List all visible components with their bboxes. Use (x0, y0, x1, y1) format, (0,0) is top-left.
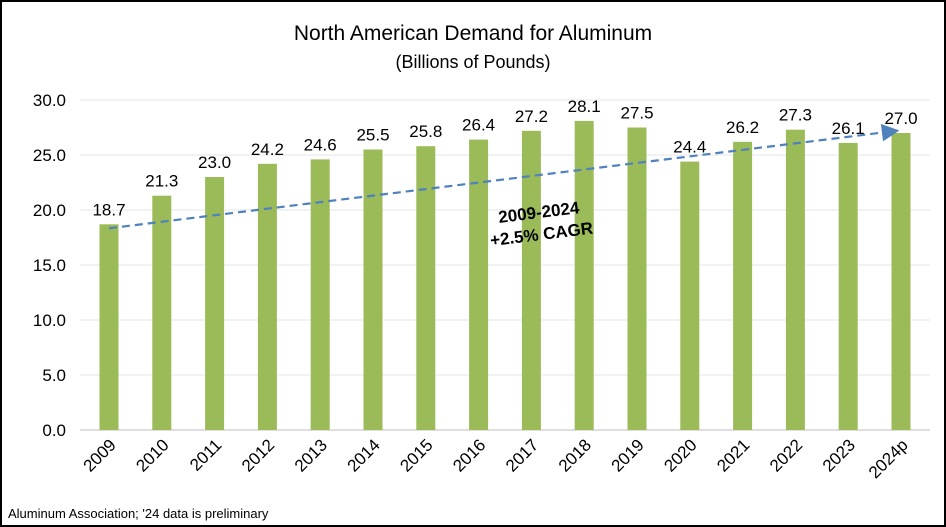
bar-2019 (627, 127, 647, 430)
data-label: 18.7 (92, 200, 125, 219)
x-tick-label: 2018 (555, 435, 595, 475)
bar-2024p (891, 133, 911, 430)
bar-2011 (205, 177, 225, 430)
chart-title: North American Demand for Aluminum (294, 22, 652, 45)
x-tick-label: 2011 (186, 435, 225, 474)
x-tick-label: 2021 (713, 435, 753, 475)
data-label: 25.8 (409, 122, 442, 141)
x-tick-label: 2014 (344, 435, 384, 475)
data-label: 26.4 (462, 116, 495, 135)
data-label: 24.2 (251, 140, 284, 159)
y-tick-label: 30.0 (33, 91, 66, 110)
data-label: 27.2 (515, 107, 548, 126)
x-tick-label: 2019 (608, 435, 648, 475)
y-tick-label: 0.0 (42, 421, 66, 440)
bar-2015 (416, 146, 436, 430)
data-label: 24.4 (673, 138, 706, 157)
x-tick-label: 2022 (766, 435, 806, 475)
bar-2014 (363, 149, 383, 430)
y-tick-label: 5.0 (42, 366, 66, 385)
bar-2017 (521, 130, 541, 431)
bar-2010 (152, 195, 172, 430)
y-tick-label: 10.0 (33, 311, 66, 330)
x-tick-label: 2024p (865, 435, 912, 482)
x-tick-label: 2015 (396, 435, 436, 475)
x-tick-label: 2017 (502, 435, 542, 475)
bar-2016 (469, 139, 489, 430)
bar-2012 (257, 163, 277, 431)
data-label: 26.2 (726, 118, 759, 137)
data-label: 26.1 (832, 119, 865, 138)
bar-2013 (310, 159, 330, 430)
x-tick-label: 2013 (291, 435, 331, 475)
bar-2020 (680, 161, 700, 430)
x-tick-label: 2020 (660, 435, 700, 475)
data-label: 28.1 (568, 97, 601, 116)
chart-subtitle: (Billions of Pounds) (395, 52, 550, 72)
bar-2009 (99, 224, 119, 430)
x-tick-label: 2016 (449, 435, 489, 475)
data-label: 27.3 (779, 106, 812, 125)
x-tick-label: 2012 (238, 435, 278, 475)
data-label: 21.3 (145, 172, 178, 191)
x-tick-label: 2009 (80, 435, 120, 475)
x-tick-label: 2010 (132, 435, 172, 475)
y-tick-label: 25.0 (33, 146, 66, 165)
bar-2021 (733, 141, 753, 431)
bar-2018 (574, 120, 594, 431)
source-note: Aluminum Association; '24 data is prelim… (8, 506, 269, 521)
y-tick-label: 15.0 (33, 256, 66, 275)
bar-2022 (785, 129, 805, 430)
trendline (108, 123, 900, 230)
data-label: 27.0 (884, 109, 917, 128)
y-tick-label: 20.0 (33, 201, 66, 220)
data-label: 27.5 (620, 104, 653, 123)
data-label: 25.5 (356, 126, 389, 145)
x-tick-label: 2023 (819, 435, 859, 475)
bar-2023 (838, 142, 858, 430)
data-label: 23.0 (198, 153, 231, 172)
data-label: 24.6 (304, 135, 337, 154)
